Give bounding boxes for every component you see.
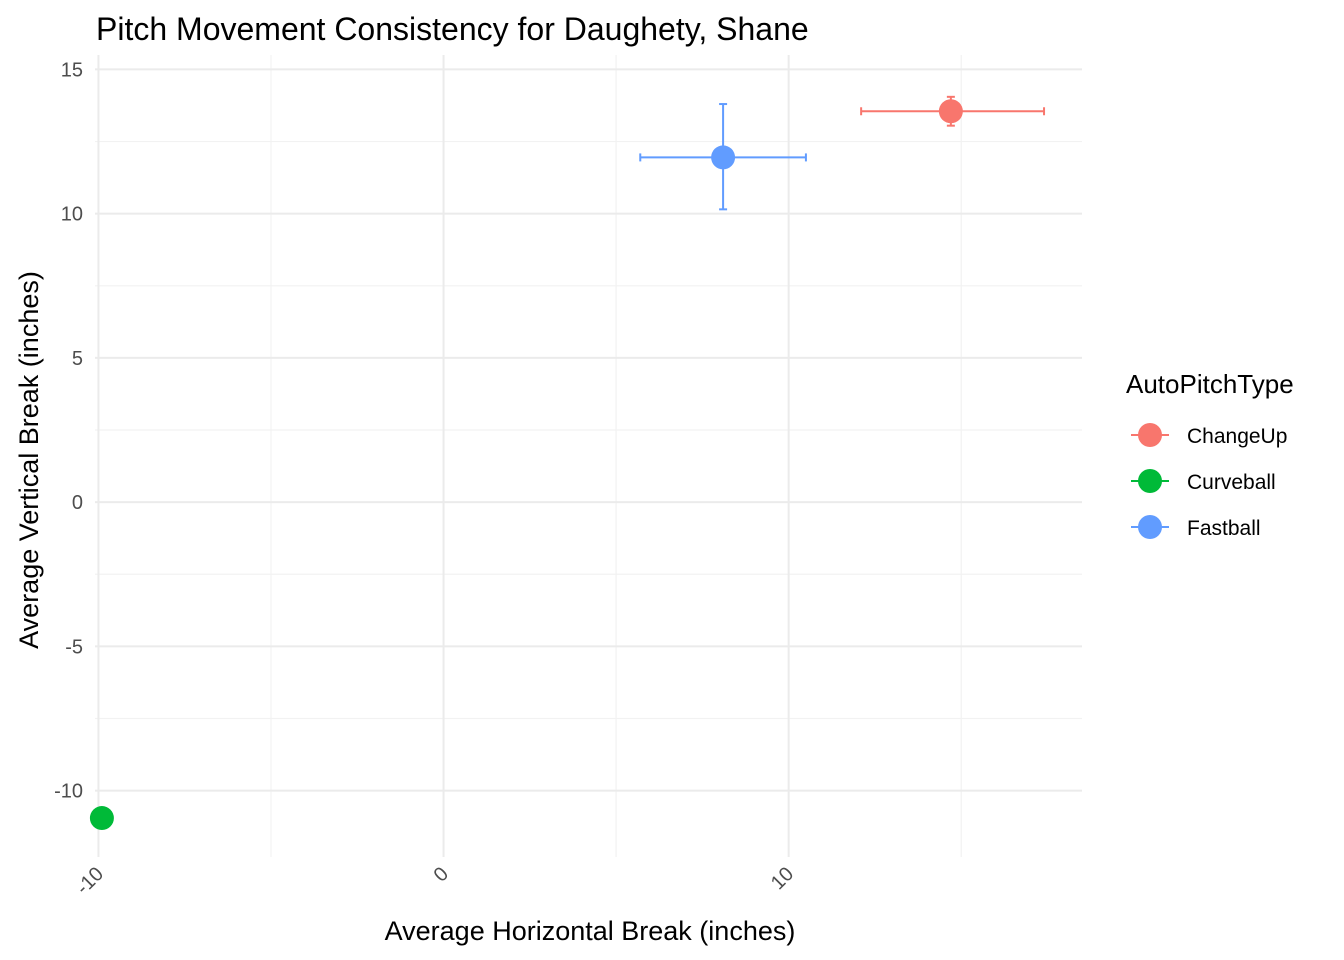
chart-title: Pitch Movement Consistency for Daughety,… — [96, 11, 809, 47]
y-tick-label: 10 — [61, 204, 83, 226]
legend-item-changeup: ChangeUp — [1131, 423, 1287, 448]
series-curveball — [89, 806, 114, 831]
y-tick-label: 0 — [72, 492, 83, 514]
tick-labels: -10 -5 0 5 10 15 -10 0 10 — [54, 59, 798, 899]
y-tick-label: 15 — [61, 59, 83, 81]
x-tick-label: -10 — [72, 863, 108, 899]
legend-label: ChangeUp — [1187, 425, 1287, 448]
legend-title: AutoPitchType — [1126, 369, 1294, 399]
series-fastball — [639, 103, 807, 211]
legend-items: ChangeUp Curveball Fastball — [1131, 423, 1287, 540]
y-tick-label: 5 — [72, 348, 83, 370]
grid-major-lines — [95, 55, 1082, 857]
data-marks — [89, 95, 1046, 831]
y-tick-label: -5 — [65, 636, 83, 658]
legend-item-curveball: Curveball — [1131, 469, 1276, 494]
series-changeup — [860, 95, 1046, 127]
legend-item-fastball: Fastball — [1131, 515, 1261, 540]
x-tick-label: 10 — [767, 863, 798, 894]
legend: AutoPitchType ChangeUp Curveball Fastball — [1126, 369, 1294, 540]
x-tick-label: 0 — [430, 863, 453, 886]
y-axis-title: Average Vertical Break (inches) — [14, 271, 44, 649]
legend-label: Curveball — [1187, 471, 1276, 494]
legend-label: Fastball — [1187, 517, 1261, 540]
x-axis-title: Average Horizontal Break (inches) — [385, 916, 796, 946]
grid-minor-lines — [95, 55, 1082, 857]
data-point-changeup — [938, 99, 963, 124]
data-point-fastball — [711, 145, 736, 170]
y-tick-label: -10 — [54, 781, 83, 803]
data-point-curveball — [89, 806, 114, 831]
legend-key-marker — [1138, 423, 1162, 447]
legend-key-marker — [1138, 515, 1162, 539]
legend-key-marker — [1138, 469, 1162, 493]
